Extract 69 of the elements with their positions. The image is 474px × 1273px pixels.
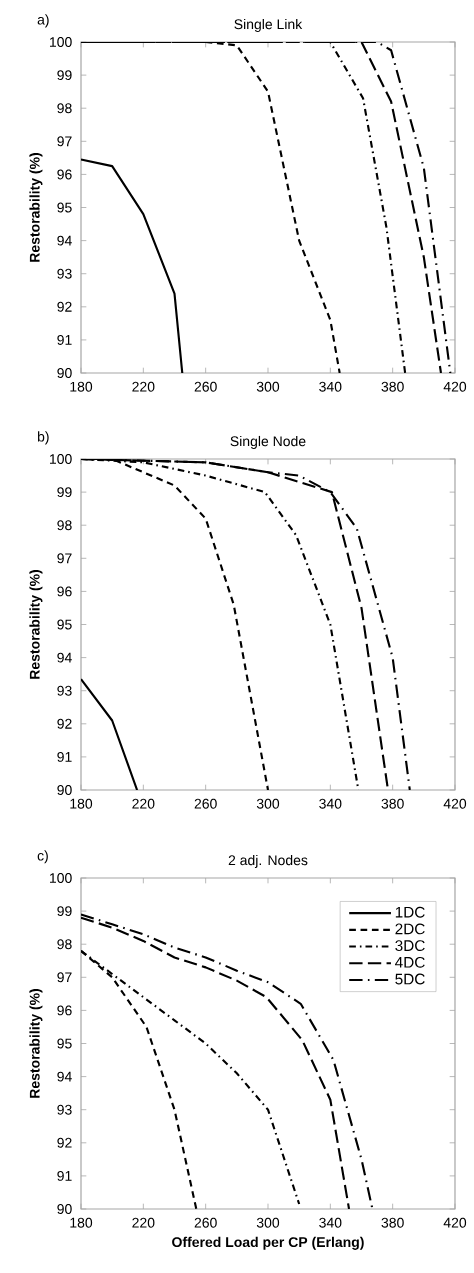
x-tick-label: 180	[70, 1217, 93, 1228]
y-tick-label: 93	[57, 1104, 72, 1115]
y-tick-label: 95	[57, 202, 72, 213]
y-tick-label: 98	[57, 520, 72, 531]
y-tick-label: 93	[57, 268, 72, 279]
y-tick-label: 97	[57, 972, 72, 983]
y-axis-title: Restorability (%)	[29, 570, 43, 679]
y-tick-label: 94	[57, 1071, 72, 1082]
x-tick-label: 420	[443, 1217, 467, 1228]
y-tick-label: 99	[57, 906, 72, 917]
x-tick-label: 380	[381, 1217, 404, 1228]
y-tick-label: 96	[57, 169, 72, 180]
y-tick-label: 98	[57, 103, 72, 114]
y-tick-label: 100	[50, 37, 72, 47]
x-tick-label: 220	[132, 1217, 155, 1228]
x-tick-label: 380	[381, 381, 404, 392]
x-tick-label: 300	[256, 1217, 280, 1228]
chart-title: Single Node	[230, 435, 306, 449]
y-tick-label: 91	[57, 334, 72, 345]
y-tick-label: 100	[50, 873, 72, 883]
y-tick-label: 91	[57, 1170, 72, 1181]
x-tick-label: 260	[194, 1217, 217, 1228]
y-tick-label: 93	[57, 685, 72, 696]
y-tick-label: 94	[57, 235, 72, 246]
x-tick-label: 300	[256, 381, 280, 392]
x-tick-label: 340	[319, 381, 342, 392]
x-tick-label: 180	[70, 798, 93, 809]
y-tick-label: 95	[57, 1038, 72, 1049]
x-tick-label: 260	[194, 798, 217, 809]
y-tick-label: 100	[50, 454, 72, 464]
y-tick-label: 90	[57, 1204, 72, 1214]
y-tick-label: 97	[57, 136, 72, 147]
y-axis-title: Restorability (%)	[29, 989, 43, 1098]
text: a)	[37, 14, 49, 28]
y-tick-label: 95	[57, 619, 72, 630]
y-tick-label: 97	[57, 553, 72, 564]
x-tick-label: 220	[132, 798, 155, 809]
legend-label: 3DC	[395, 940, 425, 952]
y-tick-label: 94	[57, 652, 72, 663]
legend-label: 5DC	[395, 973, 425, 985]
chart-title: Single Link	[234, 18, 303, 32]
legend-label: 2DC	[395, 923, 425, 935]
chart-title: 2 adj. Nodes	[228, 854, 308, 868]
y-tick-label: 92	[57, 718, 72, 729]
y-tick-label: 96	[57, 1005, 72, 1016]
y-tick-label: 99	[57, 70, 72, 81]
y-tick-label: 90	[57, 785, 72, 795]
x-tick-label: 340	[319, 1217, 342, 1228]
legend-label: 4DC	[395, 956, 425, 968]
y-tick-label: 91	[57, 751, 72, 762]
x-tick-label: 260	[194, 381, 217, 392]
y-tick-label: 98	[57, 939, 72, 950]
y-tick-label: 92	[57, 1137, 72, 1148]
legend-label: 1DC	[395, 906, 425, 918]
y-tick-label: 90	[57, 368, 72, 378]
x-tick-label: 180	[70, 381, 93, 392]
x-tick-label: 420	[443, 798, 467, 809]
x-tick-label: 220	[132, 381, 155, 392]
text: b)	[37, 431, 49, 445]
y-tick-label: 92	[57, 301, 72, 312]
y-axis-title: Restorability (%)	[29, 153, 43, 262]
x-tick-label: 380	[381, 798, 404, 809]
y-tick-label: 96	[57, 586, 72, 597]
x-axis-title: Offered Load per CP (Erlang)	[172, 1236, 364, 1250]
x-tick-label: 300	[256, 798, 280, 809]
x-tick-label: 340	[319, 798, 342, 809]
x-tick-label: 420	[443, 381, 467, 392]
y-tick-label: 99	[57, 487, 72, 498]
text: c)	[37, 850, 48, 864]
